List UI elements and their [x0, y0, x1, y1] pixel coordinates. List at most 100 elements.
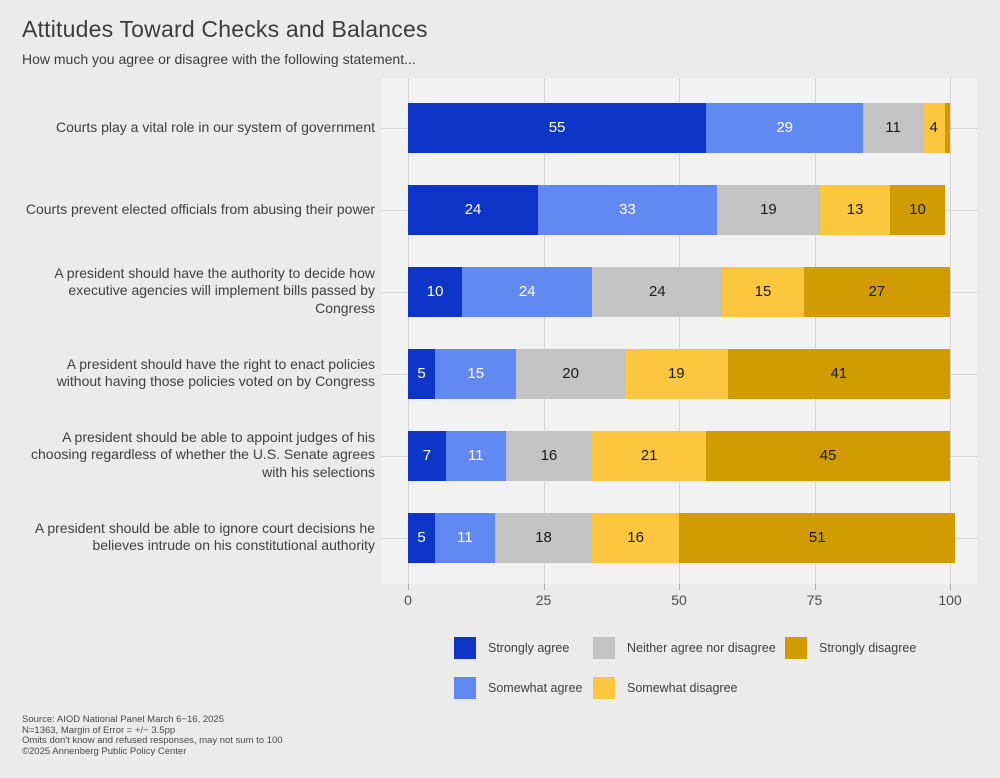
bar-segment: 24 [592, 266, 723, 317]
legend-swatch [593, 677, 615, 699]
bar-value-label: 19 [667, 365, 685, 382]
source-line: N=1363, Margin of Error = +/− 3.5pp [22, 724, 176, 736]
legend-item: Neither agree nor disagree [593, 637, 776, 659]
bar-value-label: 5 [417, 365, 426, 382]
bar-row: 10 24 24 15 27 [408, 266, 950, 317]
chart-title: Attitudes Toward Checks and Balances [22, 16, 428, 42]
bar-value-label: 11 [467, 447, 484, 464]
bar-segment: 4 [922, 102, 945, 153]
bar-value-label: 24 [464, 201, 482, 218]
bar-value-label: 55 [548, 119, 566, 136]
bar-segment: 19 [624, 348, 728, 399]
bar-segment: 33 [538, 184, 717, 235]
bar-value-label: 7 [422, 447, 432, 464]
gridline-vertical [408, 78, 409, 584]
legend-swatch [454, 637, 476, 659]
bar-segment: 11 [863, 102, 923, 153]
bar-segment: 5 [408, 348, 436, 399]
bar-value-label: 20 [562, 365, 579, 382]
bar-segment: 20 [516, 348, 625, 399]
legend-item: Strongly disagree [785, 637, 916, 659]
bar-value-label: 41 [830, 365, 848, 382]
source-line: Source: AIOD National Panel March 6−16, … [22, 714, 224, 725]
bar-segment: 10 [408, 266, 463, 317]
bar-value-label: 51 [808, 529, 826, 546]
bar-segment [944, 102, 950, 153]
bar-value-label: 16 [627, 529, 644, 546]
bar-value-label: 11 [457, 529, 473, 546]
legend-swatch [593, 637, 615, 659]
legend-label: Neither agree nor disagree [627, 641, 776, 655]
bar-segment: 19 [716, 184, 820, 235]
category-label: A president should be able to appoint ju… [31, 428, 375, 481]
bar-segment: 11 [445, 430, 506, 481]
bar-row: 5 15 20 19 41 [408, 348, 950, 399]
legend-label: Somewhat disagree [627, 681, 738, 695]
x-axis-tick [950, 584, 951, 590]
bar-segment: 41 [727, 348, 950, 399]
category-label: Courts play a vital role in our system o… [55, 118, 375, 135]
bar-value-label: 27 [868, 283, 886, 300]
bar-segment: 24 [462, 266, 593, 317]
bar-segment: 7 [408, 430, 446, 481]
bar-segment: 15 [722, 266, 804, 317]
legend-item: Somewhat disagree [593, 677, 737, 699]
source-line: ©2025 Annenberg Public Policy Center [22, 745, 187, 757]
x-axis-tick-label: 100 [938, 592, 962, 608]
legend-item: Somewhat agree [454, 677, 583, 699]
gridline-vertical [679, 78, 680, 584]
bar-segment: 16 [592, 512, 679, 563]
legend-swatch [785, 637, 807, 659]
x-axis-tick [543, 584, 545, 590]
x-axis-tick [408, 584, 409, 590]
bar-segment: 16 [505, 430, 593, 481]
gridline-vertical [950, 78, 951, 584]
bar-value-label: 29 [776, 119, 794, 136]
legend-label: Strongly agree [488, 641, 570, 655]
legend-label: Somewhat agree [488, 681, 583, 695]
x-axis-tick-label: 0 [404, 592, 412, 608]
category-label: A president should have the authority to… [54, 264, 375, 317]
bar-segment: 24 [408, 184, 539, 235]
legend-swatch [454, 677, 476, 699]
bar-row: 24 33 19 13 10 [408, 184, 945, 235]
bar-segment: 5 [408, 512, 436, 563]
bar-value-label: 13 [846, 201, 864, 218]
x-axis-tick [679, 584, 680, 590]
source-line: Omits don't know and refused responses, … [22, 735, 283, 746]
bar-segment: 10 [890, 184, 945, 235]
legend-item: Strongly agree [454, 637, 569, 659]
category-label: A president should be able to ignore cou… [34, 519, 375, 554]
bar-row: 7 11 16 21 45 [408, 430, 950, 481]
bar-value-label: 15 [467, 365, 485, 382]
x-axis-tick-label: 25 [535, 592, 552, 608]
bar-segment: 27 [803, 266, 950, 317]
bar-value-label: 18 [535, 529, 552, 546]
bar-segment: 29 [706, 102, 864, 153]
bar-segment: 13 [819, 184, 891, 235]
chart-subtitle: How much you agree or disagree with the … [22, 51, 416, 67]
bar-value-label: 45 [819, 447, 837, 464]
bar-segment: 18 [494, 512, 593, 563]
x-axis-tick [814, 584, 816, 590]
bar-segment: 15 [435, 348, 517, 399]
gridline-vertical [814, 78, 816, 584]
bar-segment: 51 [679, 512, 956, 563]
bar-segment: 21 [592, 430, 707, 481]
bar-value-label: 5 [417, 529, 426, 546]
x-axis-tick-label: 50 [671, 592, 687, 608]
x-axis-tick-label: 75 [806, 592, 823, 608]
legend-label: Strongly disagree [819, 641, 917, 655]
bar-row: 55 29 11 4 [408, 102, 950, 153]
bar-value-label: 24 [648, 283, 666, 300]
plot-area: 55 29 11 4 24 33 19 13 10 10 24 24 15 27 5 15 20 19 41 7 11 1… [381, 78, 977, 584]
bar-segment: 45 [706, 430, 950, 481]
bar-value-label: 19 [760, 201, 777, 218]
bar-value-label: 24 [518, 283, 536, 300]
bar-value-label: 4 [929, 119, 938, 136]
bar-value-label: 33 [619, 201, 636, 218]
category-label: Courts prevent elected officials from ab… [25, 200, 375, 217]
bar-segment: 55 [408, 102, 707, 153]
bar-value-label: 16 [540, 447, 558, 464]
